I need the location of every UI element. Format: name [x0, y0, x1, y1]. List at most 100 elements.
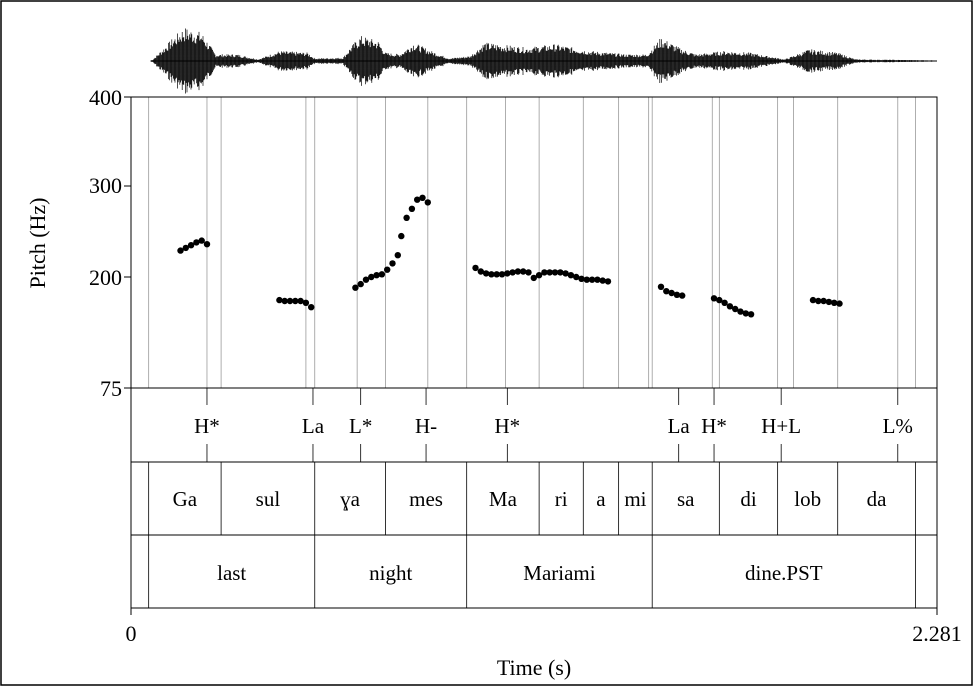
syllable-tier: Ga sul ɣa mes Ma ri a mi sa di lob da — [148, 462, 916, 535]
pitch-point — [362, 276, 370, 283]
pitch-point — [825, 298, 833, 306]
pitch-point — [389, 260, 396, 267]
tone-label: H- — [415, 414, 437, 438]
pitch-point — [509, 269, 516, 276]
pitch-point — [573, 273, 580, 281]
pitch-point — [721, 299, 728, 306]
pitch-point — [488, 271, 495, 278]
syllable-label: Ga — [173, 487, 198, 511]
pitch-point — [302, 299, 310, 306]
pitch-point — [673, 291, 681, 298]
word-label: night — [369, 561, 412, 585]
pitch-point — [378, 271, 386, 278]
pitch-point — [668, 289, 675, 297]
tone-label: H+L — [761, 414, 801, 438]
waveform-trace — [150, 28, 937, 94]
syllable-label: sul — [256, 487, 281, 511]
pitch-point — [604, 278, 612, 285]
syllable-label: Ma — [489, 487, 518, 511]
pitch-point — [567, 272, 575, 279]
waveform — [150, 28, 937, 94]
pitch-point — [583, 276, 590, 283]
pitch-point — [187, 242, 195, 249]
pitch-point — [716, 296, 723, 304]
pitch-point — [403, 214, 410, 221]
pitch-point — [726, 303, 734, 310]
tone-label: H* — [194, 414, 220, 438]
pitch-point — [820, 297, 827, 305]
y-tick-400: 400 — [89, 85, 122, 110]
word-label: last — [217, 561, 246, 585]
pitch-point — [276, 296, 283, 304]
pitch-point — [557, 269, 564, 276]
pitch-point — [408, 205, 416, 212]
pitch-point — [493, 271, 500, 278]
pitch-point — [424, 199, 431, 206]
x-start-label: 0 — [126, 621, 137, 646]
syllable-label: di — [740, 487, 757, 511]
pitch-point — [203, 241, 211, 248]
word-tier: last night Mariami dine.PST — [148, 535, 916, 608]
syllable-label: mi — [624, 487, 646, 511]
pitch-point — [535, 272, 543, 279]
tier-frame — [130, 387, 938, 609]
syllable-label: a — [596, 487, 606, 511]
syllable-label: ri — [555, 487, 568, 511]
pitch-point — [419, 194, 426, 201]
tone-label: H* — [701, 414, 727, 438]
pitch-point — [177, 247, 184, 254]
pitch-point — [394, 252, 401, 259]
pitch-point — [588, 276, 596, 283]
pitch-point — [530, 274, 537, 282]
syllable-label: mes — [409, 487, 443, 511]
x-axis-title: Time (s) — [497, 655, 571, 680]
pitch-point — [546, 269, 553, 276]
pitch-point — [193, 239, 200, 246]
time-guides — [148, 97, 916, 388]
syllable-label: da — [867, 487, 888, 511]
y-tick-200: 200 — [89, 265, 122, 290]
pitch-point — [292, 297, 299, 305]
pitch-point — [732, 305, 739, 313]
pitch-point — [482, 270, 490, 277]
pitch-point — [357, 280, 364, 288]
pitch-point — [398, 232, 405, 240]
tone-label: La — [668, 414, 691, 438]
pitch-point — [281, 297, 288, 305]
pitch-point — [737, 308, 744, 315]
pitch-point — [352, 284, 359, 291]
tone-label: La — [302, 414, 325, 438]
syllable-label: lob — [794, 487, 821, 511]
pitch-point — [657, 283, 665, 290]
pitch-point — [504, 270, 511, 277]
y-tick-300: 300 — [89, 173, 122, 198]
pitch-point — [520, 268, 527, 275]
pitch-point — [541, 269, 548, 276]
pitch-point — [551, 269, 559, 276]
pitch-point — [679, 292, 686, 299]
tone-label: H* — [494, 414, 520, 438]
pitch-point — [182, 244, 189, 252]
syllable-label: sa — [677, 487, 695, 511]
pitch-point — [368, 273, 375, 281]
word-label: dine.PST — [745, 561, 823, 585]
y-axis-title: Pitch (Hz) — [25, 197, 50, 288]
pitch-point — [742, 310, 749, 317]
pitch-point — [308, 304, 315, 311]
pitch-point — [384, 266, 391, 273]
pitch-point — [663, 288, 670, 295]
tone-tier: H* La L* H- H* La H* H+L L% — [194, 388, 913, 462]
pitch-point — [414, 196, 421, 203]
tone-label: L* — [349, 414, 372, 438]
pitch-point — [373, 272, 380, 279]
tone-label: L% — [883, 414, 913, 438]
syllable-label: ɣa — [340, 487, 361, 511]
y-tick-75: 75 — [100, 376, 122, 401]
pitch-point — [477, 268, 484, 275]
x-end-label: 2.281 — [912, 621, 962, 646]
pitch-point — [599, 277, 606, 284]
pitch-point — [594, 276, 601, 283]
pitch-point — [578, 275, 585, 282]
